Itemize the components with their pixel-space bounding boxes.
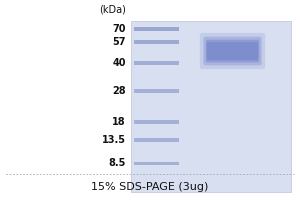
Bar [134,27,178,31]
Text: 15% SDS-PAGE (3ug): 15% SDS-PAGE (3ug) [91,182,209,192]
Text: (kDa): (kDa) [99,4,126,14]
Bar [134,89,178,93]
Text: 13.5: 13.5 [102,135,126,145]
FancyBboxPatch shape [206,40,259,62]
Text: 57: 57 [112,37,126,47]
FancyBboxPatch shape [203,37,262,65]
Text: 18: 18 [112,117,126,127]
Bar [134,61,178,65]
Bar [134,162,178,164]
Bar [134,40,178,44]
FancyBboxPatch shape [200,33,265,69]
Bar [130,21,291,192]
FancyBboxPatch shape [207,42,258,60]
Bar [134,120,178,124]
Text: 28: 28 [112,86,126,96]
Text: 70: 70 [112,24,126,34]
Text: 8.5: 8.5 [109,158,126,168]
Bar [134,138,178,142]
Text: 40: 40 [112,58,126,68]
